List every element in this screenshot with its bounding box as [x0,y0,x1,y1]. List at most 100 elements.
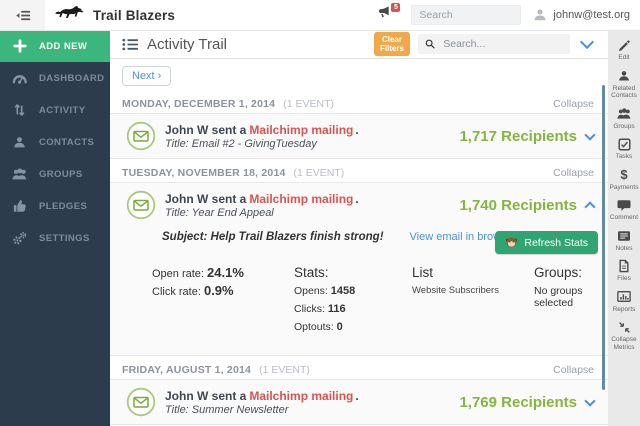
event-group: TUESDAY, NOVEMBER 18, 2014 (1 EVENT) Col… [110,163,608,356]
dollar-icon: $ [620,166,628,182]
clear-filters-button[interactable]: Clear Filters [374,32,410,56]
mailing-stats: Open rate: 24.1% Click rate: 0.9% Stats:… [152,265,594,339]
rightbar-item-payments[interactable]: $ Payments [609,166,639,191]
event-row[interactable]: John W sent a Mailchimp mailing. Title: E… [110,114,608,158]
person-icon [11,136,28,149]
list-icon [122,38,138,50]
user-menu[interactable]: johnw@test.org [533,8,630,22]
open-rate-value: 24.1% [207,265,244,280]
search-icon [425,39,435,49]
collapse-link[interactable]: Collapse [553,98,594,110]
event-text: John W sent a Mailchimp mailing. Title: S… [165,388,359,416]
sidebar-item-dashboard[interactable]: DASHBOARD [0,62,110,94]
sidebar-item-pledges[interactable]: PLEDGES [0,190,110,222]
rightbar-item-notes[interactable]: Notes [608,229,640,253]
people-icon [11,168,28,181]
rightbar-item-reports[interactable]: Reports [608,290,640,314]
sidebar-item-settings[interactable]: SETTINGS [0,222,110,254]
announcements-button[interactable]: 5 [377,3,401,25]
right-sidebar: Edit Related Contacts Groups Tasks $ Pay… [608,30,640,426]
bar-chart-icon [617,290,631,304]
gauge-icon [11,72,28,85]
recipients-toggle[interactable]: 1,717 Recipients [459,128,596,145]
rightbar-item-edit[interactable]: Edit [608,38,640,62]
user-email: johnw@test.org [553,9,630,21]
topbar-right: 5 johnw@test.org [377,3,640,25]
chevron-down-icon [584,394,596,407]
people-icon [616,107,632,121]
avatar-icon [534,9,547,21]
date-row: MONDAY, DECEMBER 1, 2014 (1 EVENT) Colla… [122,98,594,110]
trail-search-box[interactable] [418,34,570,54]
mailchimp-freddie-icon [506,237,518,248]
note-icon [617,229,631,243]
rightbar-item-related-contacts[interactable]: Related Contacts [608,69,640,100]
event-block: John W sent a Mailchimp mailing. Title: S… [110,379,608,425]
envelope-icon [126,387,156,417]
chevron-down-icon [584,128,596,141]
main-content: Activity Trail Clear Filters Next › MOND… [110,30,608,426]
event-group: MONDAY, DECEMBER 1, 2014 (1 EVENT) Colla… [110,94,608,159]
mailing-type-link[interactable]: Mailchimp mailing [249,388,354,403]
page-title: Activity Trail [147,35,228,53]
trail-search-input[interactable] [441,37,563,51]
collapse-link[interactable]: Collapse [553,167,594,179]
vertical-scrollbar[interactable] [602,85,605,390]
sidebar-item-contacts[interactable]: CONTACTS [0,126,110,158]
megaphone-icon [379,6,390,18]
global-search-input[interactable] [411,5,522,25]
collapse-link[interactable]: Collapse [553,364,594,376]
notification-badge: 5 [391,3,401,12]
file-icon [618,259,630,273]
clicks-value: 116 [327,303,346,315]
email-subject: Subject: Help Trail Blazers finish stron… [162,231,384,243]
rightbar-item-collapse-metrics[interactable]: Collapse Metrics [608,320,640,351]
refresh-stats-button[interactable]: Refresh Stats [495,231,598,254]
mailing-type-link[interactable]: Mailchimp mailing [249,122,354,137]
header-chevron-down-icon[interactable] [579,34,595,50]
rightbar-item-groups[interactable]: Groups [608,107,640,131]
event-text: John W sent a Mailchimp mailing. Title: E… [165,122,359,150]
app-title: Trail Blazers [93,7,176,23]
mailing-type-link[interactable]: Mailchimp mailing [249,191,354,206]
envelope-icon [126,190,156,220]
envelope-icon [126,121,156,151]
checkbox-icon [617,137,631,151]
next-button[interactable]: Next › [122,66,172,86]
event-group: FRIDAY, AUGUST 1, 2014 (1 EVENT) Collaps… [110,360,608,425]
plus-icon [11,39,28,53]
event-row[interactable]: John W sent a Mailchimp mailing. Title: Y… [110,183,608,227]
collapse-arrows-icon [618,320,631,334]
horse-logo-icon [55,6,84,19]
view-email-link[interactable]: View email in browser [409,231,517,243]
opens-value: 1458 [330,285,356,297]
pencil-icon [618,38,631,52]
rightbar-item-comment[interactable]: Comment [608,198,640,222]
list-value: Website Subscribers [412,285,499,296]
date-row: FRIDAY, AUGUST 1, 2014 (1 EVENT) Collaps… [122,364,594,376]
sidebar-item-add-new[interactable]: ADD NEW [0,30,110,62]
groups-value: No groups selected [534,285,583,309]
click-rate-value: 0.9% [203,283,234,298]
activity-trail-header: Activity Trail Clear Filters [110,30,608,59]
sidebar-toggle-button[interactable] [0,0,45,30]
event-block-expanded: John W sent a Mailchimp mailing. Title: Y… [110,182,608,356]
rightbar-item-tasks[interactable]: Tasks [608,137,640,161]
sort-arrows-icon [11,103,28,117]
topbar: Trail Blazers 5 johnw@test.org [0,0,640,31]
pagination: Next › [110,59,608,90]
recipients-toggle[interactable]: 1,769 Recipients [459,394,596,411]
sidebar-item-activity[interactable]: ACTIVITY [0,94,110,126]
sidebar-item-groups[interactable]: GROUPS [0,158,110,190]
event-block: John W sent a Mailchimp mailing. Title: E… [110,113,608,159]
optouts-value: 0 [336,321,343,333]
left-sidebar: ADD NEW DASHBOARD ACTIVITY CONTACTS GROU… [0,30,110,426]
recipients-toggle[interactable]: 1,740 Recipients [459,197,596,214]
collapse-menu-icon [15,9,31,22]
chevron-up-icon [584,201,596,213]
event-row[interactable]: John W sent a Mailchimp mailing. Title: S… [110,380,608,424]
thumbs-up-icon [11,199,28,213]
date-row: TUESDAY, NOVEMBER 18, 2014 (1 EVENT) Col… [122,167,594,179]
rightbar-item-files[interactable]: Files [608,259,640,283]
